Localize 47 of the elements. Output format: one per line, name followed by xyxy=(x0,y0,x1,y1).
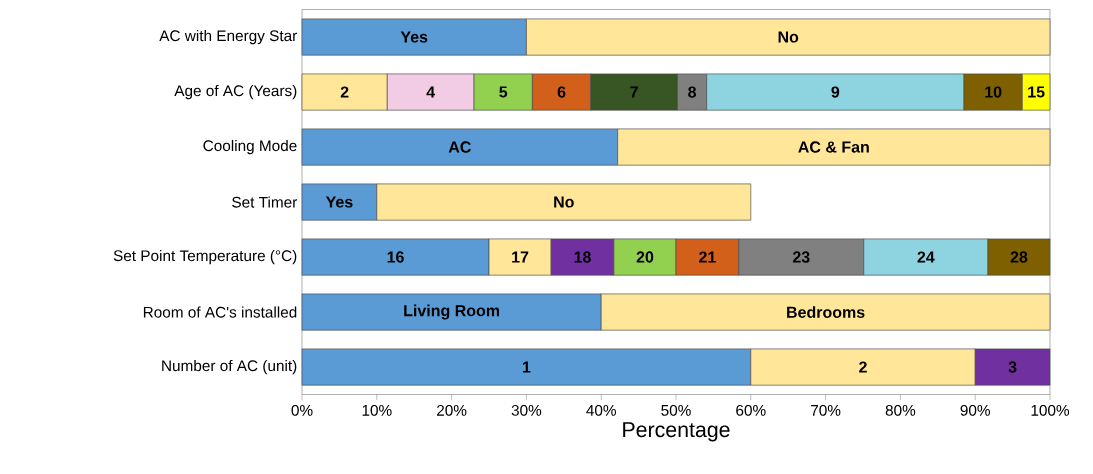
series-label: AC xyxy=(448,141,471,153)
x-tick-label: 80% xyxy=(885,404,916,416)
x-tick-label: 20% xyxy=(437,404,467,416)
series-label: 24 xyxy=(917,251,935,263)
x-tick-label: 90% xyxy=(960,404,990,416)
x-tick-label: 100% xyxy=(1031,404,1070,416)
series-label: 18 xyxy=(574,251,591,263)
series-label: 6 xyxy=(557,86,566,98)
y-tick-label: Set Point Temperature (°C) xyxy=(113,249,297,265)
series-label: AC & Fan xyxy=(798,141,869,153)
x-tick-label: 0% xyxy=(291,404,313,416)
y-tick-label: Room of AC's installed xyxy=(143,306,297,318)
series-label: 16 xyxy=(387,251,404,263)
x-tick-label: 40% xyxy=(586,404,616,416)
series-label: Yes xyxy=(400,31,428,43)
series-label: Bedrooms xyxy=(787,306,865,318)
series-label: 1 xyxy=(522,361,531,373)
series-label: No xyxy=(778,31,799,43)
series-label: 2 xyxy=(340,86,349,98)
x-tick-label: 30% xyxy=(511,404,542,416)
y-tick-label: Cooling Mode xyxy=(203,139,297,155)
x-axis-title: Percentage xyxy=(623,422,730,442)
x-tick-label: 50% xyxy=(661,404,691,416)
y-tick-label: Age of AC (Years) xyxy=(174,84,297,100)
series-label: 17 xyxy=(512,251,529,263)
series-label: 28 xyxy=(1010,251,1028,263)
series-label: 15 xyxy=(1028,86,1045,98)
y-tick-label: AC with Energy Star xyxy=(159,29,298,45)
series-label: 8 xyxy=(688,86,697,98)
x-tick-label: 70% xyxy=(811,404,841,416)
series-label: 7 xyxy=(630,86,638,98)
series-label: 2 xyxy=(859,361,867,373)
series-label: 10 xyxy=(985,86,1002,98)
series-label: 3 xyxy=(1008,361,1017,373)
series-label: 9 xyxy=(831,86,840,98)
y-tick-label: Number of AC (unit) xyxy=(162,359,297,375)
series-label: Living Room xyxy=(404,304,500,320)
series-label: 4 xyxy=(426,86,436,98)
x-tick-label: 10% xyxy=(362,404,392,416)
series-label: No xyxy=(554,196,574,208)
series-label: Yes xyxy=(325,196,353,208)
x-tick-label: 60% xyxy=(736,404,766,416)
series-label: 23 xyxy=(792,251,810,263)
series-label: 21 xyxy=(699,251,716,263)
series-label: 5 xyxy=(499,86,508,98)
series-label: 20 xyxy=(636,251,654,263)
y-tick-label: Set Timer xyxy=(232,196,298,208)
